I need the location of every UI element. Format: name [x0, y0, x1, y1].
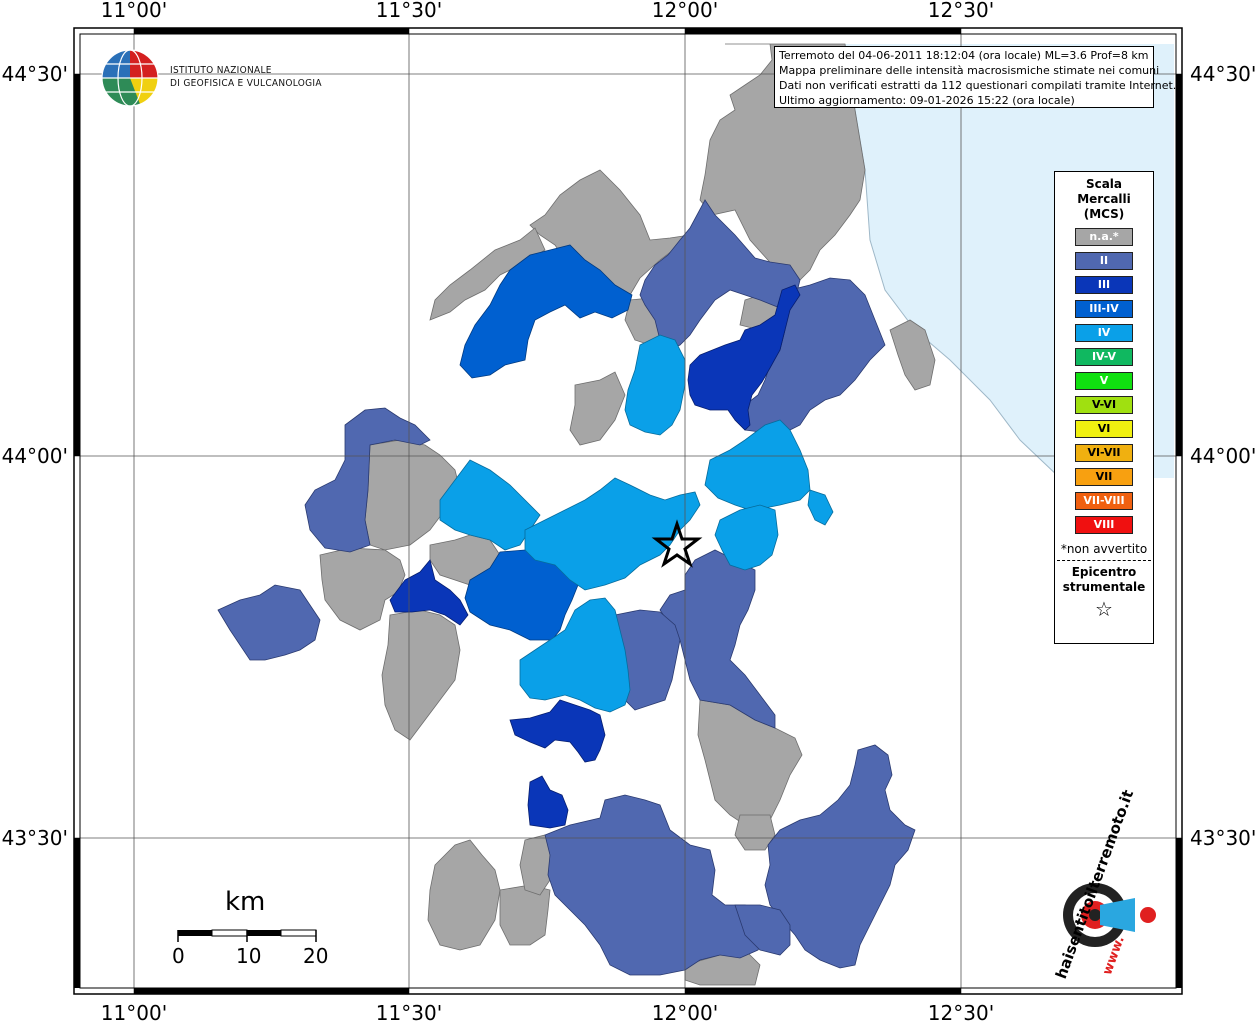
legend-row: III-IV — [1075, 300, 1133, 318]
region-III-IV — [459, 244, 633, 641]
lon-label-top-2: 11°30' — [376, 0, 442, 22]
legend-row: VI-VII — [1075, 444, 1133, 462]
legend-epicenter-line-2: strumentale — [1062, 580, 1146, 594]
ingv-logo-text: ISTITUTO NAZIONALE DI GEOFISICA E VULCAN… — [170, 64, 322, 90]
scale-bar-title: km — [225, 887, 266, 917]
region-II — [217, 199, 916, 976]
legend-row: VI — [1075, 420, 1133, 438]
legend-epicenter-label: Epicentro strumentale — [1055, 565, 1153, 595]
scale-label-20: 20 — [303, 944, 329, 968]
legend-note: *non avvertito — [1060, 542, 1148, 556]
lon-label-bottom-3: 12°00' — [652, 1001, 718, 1024]
info-line-2: Mappa preliminare delle intensità macros… — [779, 64, 1160, 77]
legend-epicenter-line-1: Epicentro — [1071, 565, 1137, 579]
legend-title-line-3: (MCS) — [1083, 207, 1125, 221]
scale-label-10: 10 — [236, 944, 262, 968]
info-line-3: Dati non verificati estratti da 112 ques… — [779, 79, 1177, 92]
legend-row: n.a.* — [1075, 228, 1133, 246]
lon-label-top-4: 12°30' — [928, 0, 994, 22]
scale-bar — [177, 929, 317, 942]
ingv-logo-line2: DI GEOFISICA E VULCANOLOGIA — [170, 78, 322, 89]
scale-label-0: 0 — [172, 944, 185, 968]
lat-label-right-3: 43°30' — [1190, 826, 1256, 850]
ingv-globe-icon — [101, 49, 159, 107]
legend-row: V-VI — [1075, 396, 1133, 414]
lat-label-right-1: 44°30' — [1190, 62, 1256, 86]
lon-label-top-3: 12°00' — [652, 0, 718, 22]
event-info-box: Terremoto del 04-06-2011 18:12:04 (ora l… — [774, 46, 1177, 108]
ingv-logo-line1: ISTITUTO NAZIONALE — [170, 65, 272, 76]
lon-label-top-1: 11°00' — [101, 0, 167, 22]
lat-label-right-2: 44°00' — [1190, 444, 1256, 468]
graticule — [74, 28, 1182, 994]
intensity-legend: Scala Mercalli (MCS) n.a.* II III III-IV IV I… — [1054, 171, 1154, 644]
legend-row: IV-V — [1075, 348, 1133, 366]
legend-divider — [1057, 560, 1151, 561]
lat-label-left-2: 44°00' — [2, 444, 68, 468]
region-III — [389, 284, 801, 829]
legend-row: VIII — [1075, 516, 1133, 534]
lat-label-left-3: 43°30' — [2, 826, 68, 850]
legend-title-line-2: Mercalli — [1077, 192, 1131, 206]
epicenter-star-icon — [651, 519, 703, 568]
lat-label-left-1: 44°30' — [2, 62, 68, 86]
region-IV — [439, 334, 834, 713]
legend-star-icon: ☆ — [1095, 597, 1113, 621]
legend-row: VII-VIII — [1075, 492, 1133, 510]
info-line-1: Terremoto del 04-06-2011 18:12:04 (ora l… — [779, 49, 1149, 62]
lon-label-bottom-2: 11°30' — [376, 1001, 442, 1024]
map-frame — [73, 27, 1183, 995]
legend-row: VII — [1075, 468, 1133, 486]
legend-row: III — [1075, 276, 1133, 294]
legend-row: II — [1075, 252, 1133, 270]
legend-title: Scala Mercalli (MCS) — [1055, 177, 1153, 222]
lon-label-bottom-4: 12°30' — [928, 1001, 994, 1024]
info-line-4: Ultimo aggiornamento: 09-01-2026 15:22 (… — [779, 94, 1075, 107]
lon-label-bottom-1: 11°00' — [101, 1001, 167, 1024]
haisentito-logo — [1063, 883, 1156, 947]
legend-row: V — [1075, 372, 1133, 390]
legend-row: IV — [1075, 324, 1133, 342]
legend-title-line-1: Scala — [1085, 177, 1123, 191]
